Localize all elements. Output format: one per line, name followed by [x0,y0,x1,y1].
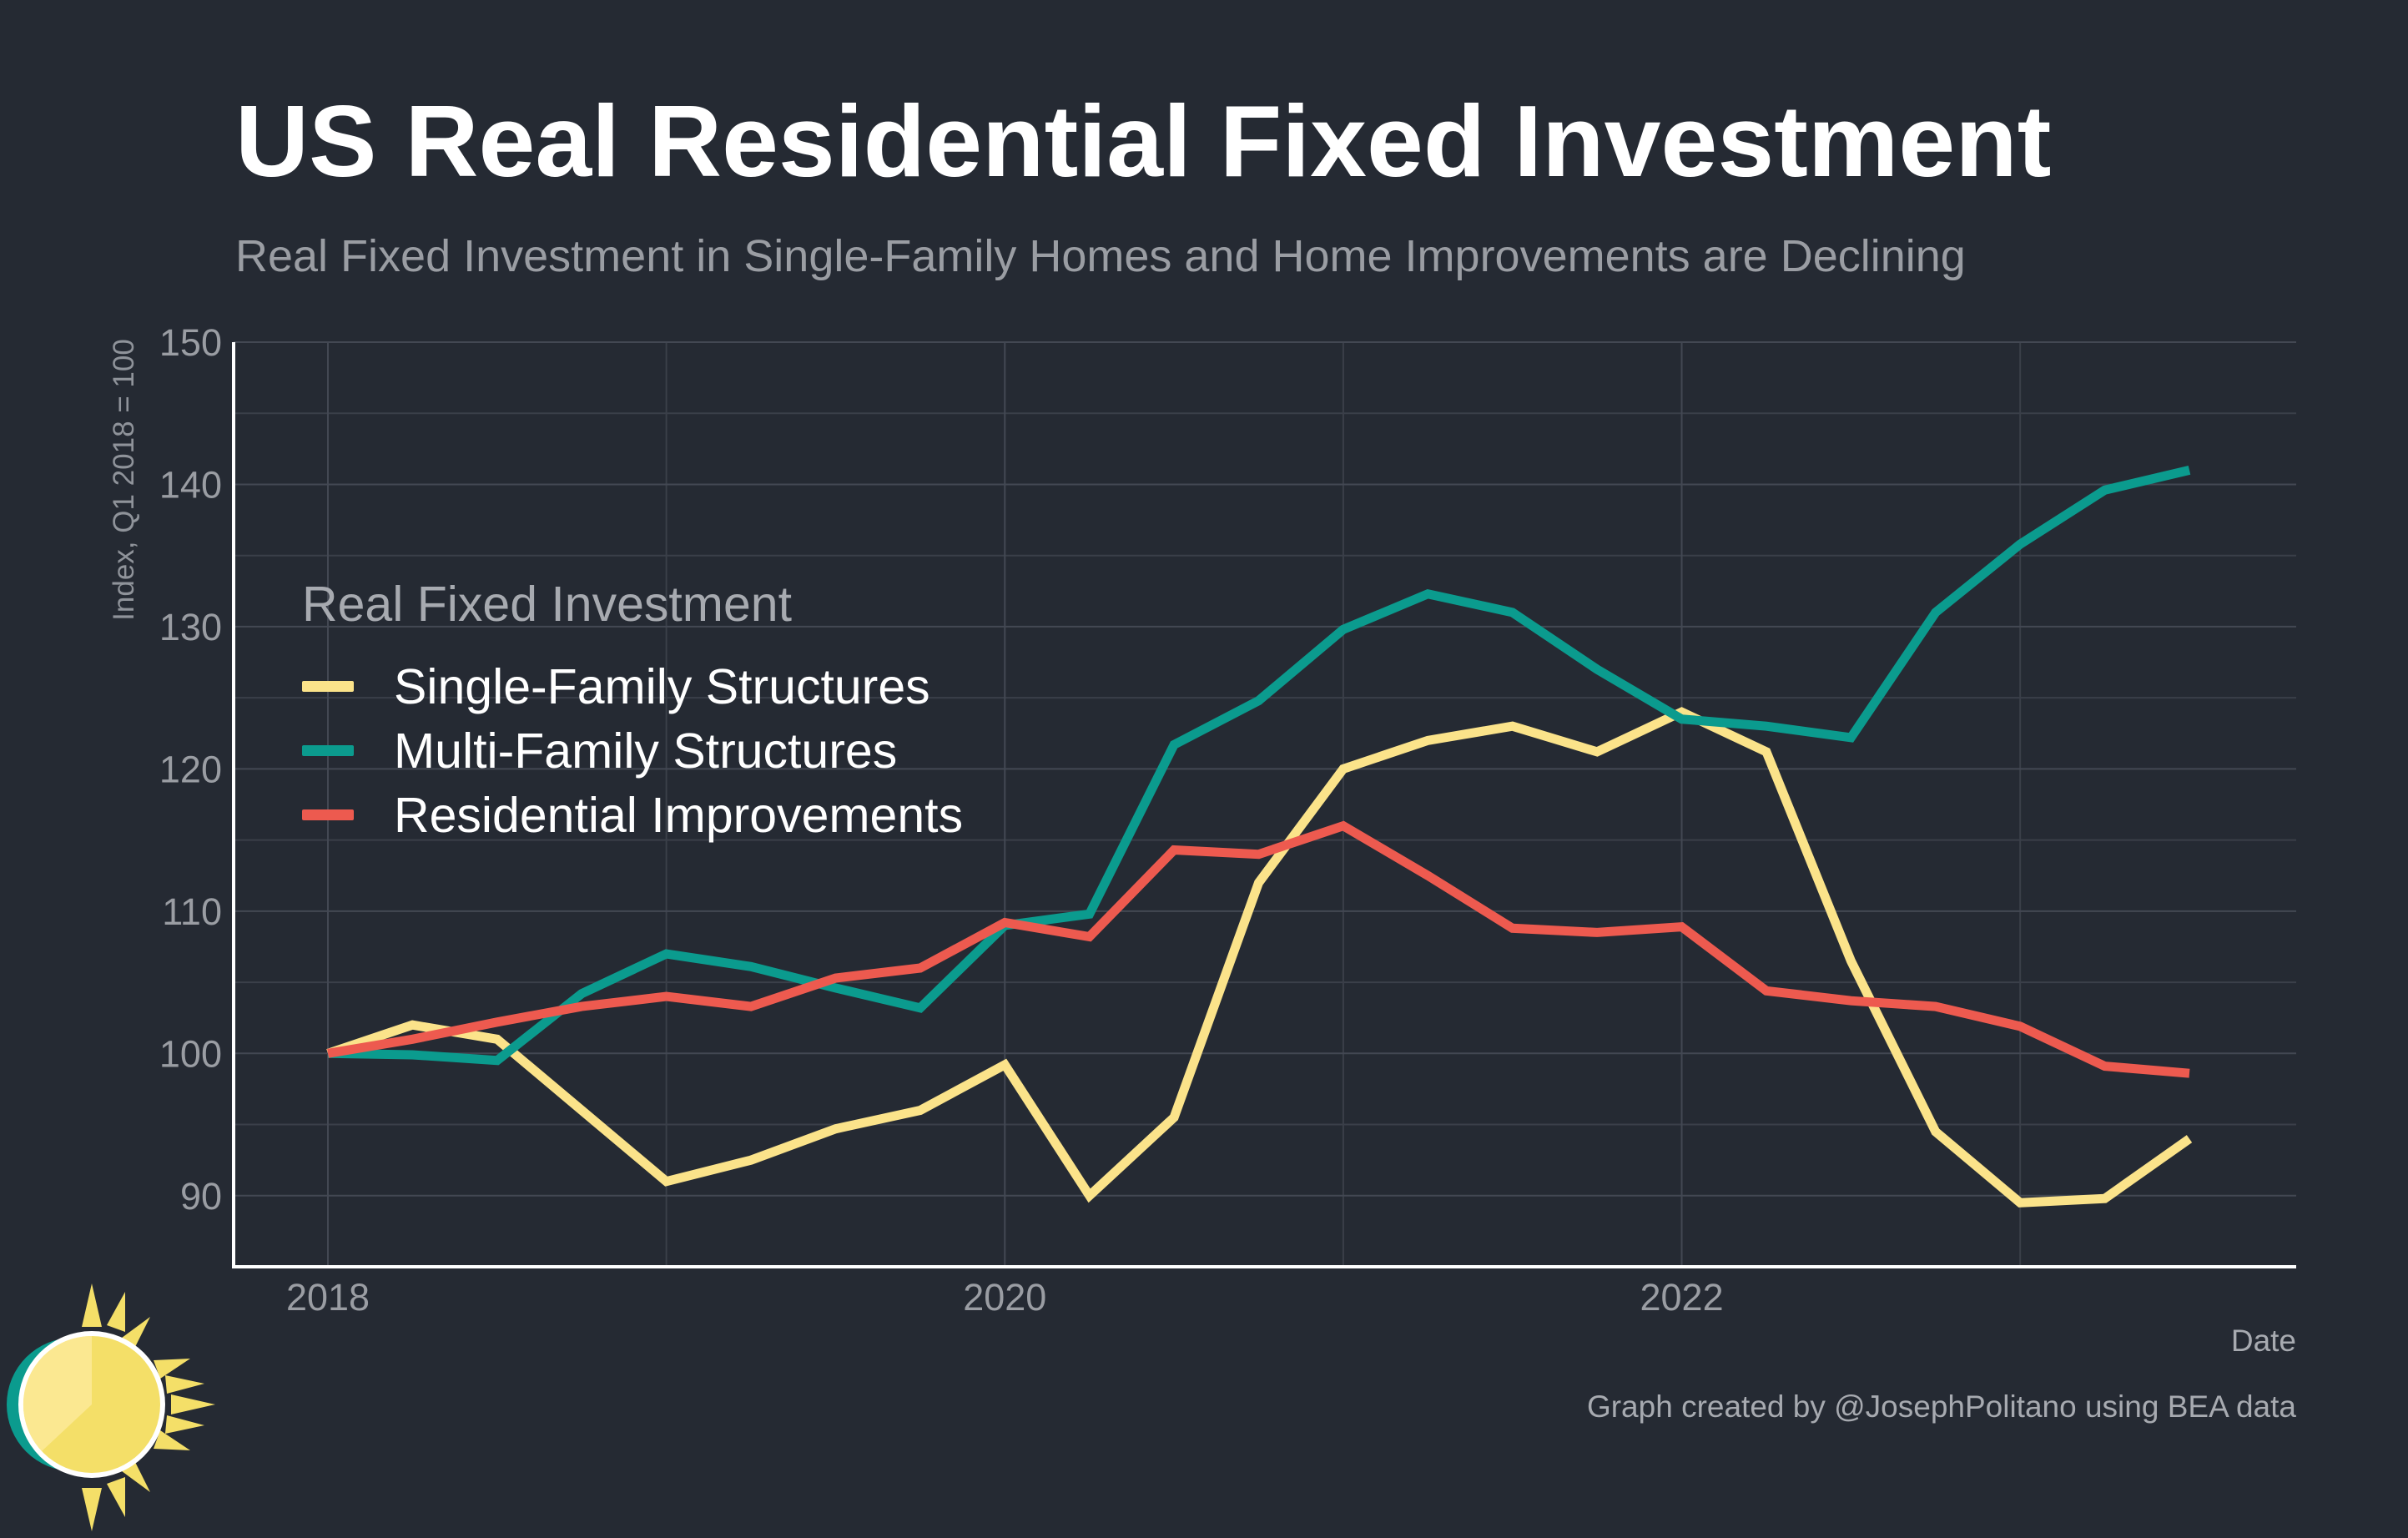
legend-label-single-family: Single-Family Structures [394,658,930,714]
chart-subtitle: Real Fixed Investment in Single-Family H… [235,231,1966,281]
legend-title: Real Fixed Investment [302,577,792,632]
legend-label-residential-improvements: Residential Improvements [394,787,964,843]
y-tick-label: 120 [159,748,222,790]
series-line-multi-family-structures [327,466,2191,1066]
x-tick-label: 2018 [286,1276,370,1319]
caption-credit: Graph created by @JosephPolitano using B… [1586,1389,2296,1424]
sun-logo [7,1283,215,1531]
y-tick-label: 110 [162,890,222,933]
legend-item-single-family: Single-Family Structures [302,654,963,719]
sun-highlight-icon [23,1336,92,1451]
sun-rays-icon [82,1283,215,1531]
y-axis-ticks: 90 100 110 120 130 140 150 [159,321,222,1218]
x-axis-label: Date [2230,1324,2296,1358]
y-tick-label: 90 [180,1175,222,1218]
series-lines [326,466,2193,1208]
x-axis-ticks: 2018 2020 2022 [286,1276,1724,1319]
y-tick-label: 100 [159,1032,222,1075]
x-tick-label: 2020 [963,1276,1046,1319]
legend-item-residential-improvements: Residential Improvements [302,783,963,847]
legend-item-multi-family: Multi-Family Structures [302,719,963,783]
legend-label-multi-family: Multi-Family Structures [394,723,898,779]
y-axis-label: Index, Q1 2018 = 100 [108,339,140,621]
legend-swatch-single-family [302,681,354,692]
legend-swatch-residential-improvements [302,809,354,820]
legend-swatch-multi-family [302,745,354,756]
series-line-single-family-structures [326,707,2193,1208]
y-tick-label: 150 [159,321,222,364]
series-line-residential-improvements [327,820,2190,1078]
x-tick-label: 2022 [1640,1276,1723,1319]
y-tick-label: 140 [159,463,222,506]
grid [234,341,2296,1267]
axes [232,342,2296,1268]
chart-title: US Real Residential Fixed Investment [235,84,2052,198]
legend: Real Fixed Investment Single-Family Stru… [302,576,963,847]
y-tick-label: 130 [159,606,222,648]
